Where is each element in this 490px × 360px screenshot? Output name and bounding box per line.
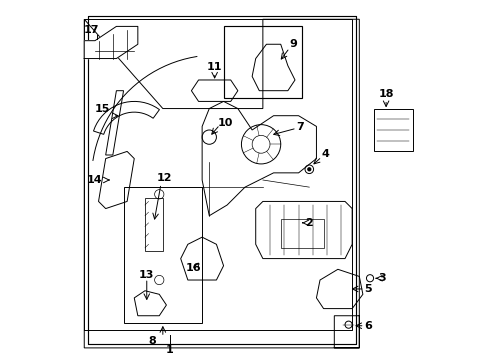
Text: 8: 8: [148, 336, 156, 346]
Bar: [145, 198, 163, 251]
Text: 3: 3: [379, 273, 386, 283]
Bar: [281, 219, 323, 248]
Text: 16: 16: [185, 262, 201, 273]
Text: 7: 7: [296, 122, 304, 132]
Bar: [123, 187, 202, 323]
Text: 9: 9: [289, 39, 297, 49]
Text: 18: 18: [378, 89, 394, 99]
Text: 6: 6: [364, 321, 372, 331]
Text: 2: 2: [305, 218, 313, 228]
Text: 11: 11: [207, 63, 222, 72]
Circle shape: [307, 167, 312, 171]
Bar: [223, 26, 302, 98]
Text: 12: 12: [157, 173, 172, 183]
Text: 4: 4: [321, 149, 329, 159]
Text: 10: 10: [218, 118, 233, 128]
Text: 1: 1: [166, 345, 174, 355]
Text: 13: 13: [139, 270, 154, 280]
Text: 5: 5: [365, 284, 372, 294]
Text: 14: 14: [87, 175, 103, 185]
Text: 17: 17: [84, 25, 99, 35]
Text: 15: 15: [95, 104, 110, 113]
Polygon shape: [84, 26, 138, 59]
